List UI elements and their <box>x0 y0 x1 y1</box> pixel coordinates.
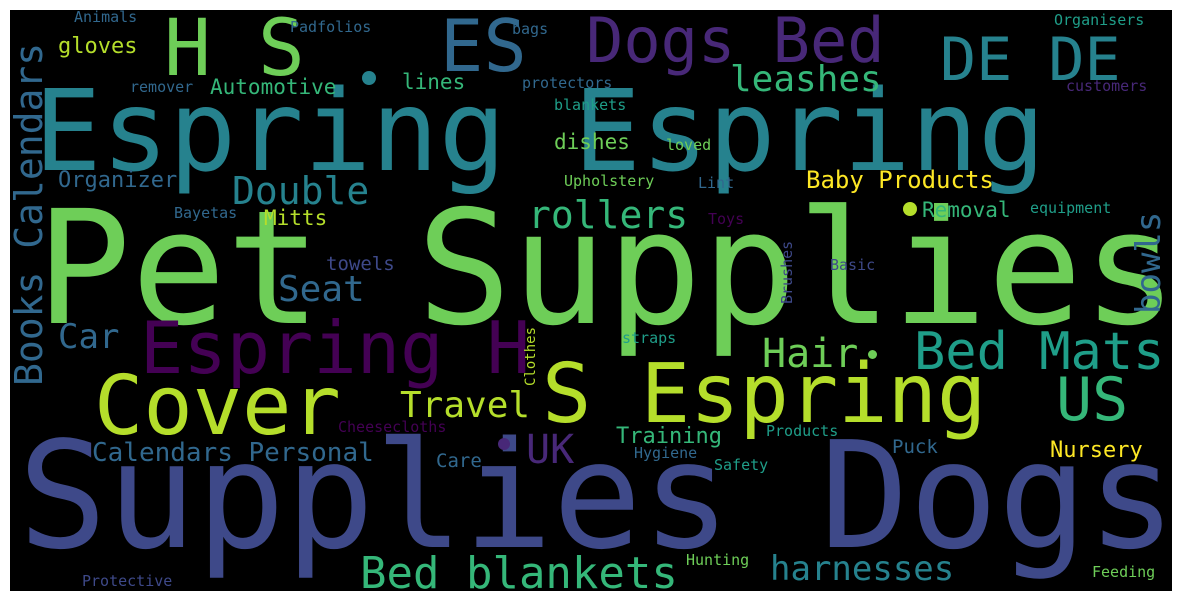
dot-mark <box>903 202 917 216</box>
word-baby-products: Baby Products <box>806 166 994 194</box>
word-bed-blankets: Bed blankets <box>360 548 678 592</box>
word-basic: Basic <box>830 256 876 274</box>
word-equipment: equipment <box>1030 199 1112 217</box>
word-organizer: Organizer <box>58 168 178 193</box>
word-s-espring: S Espring <box>542 347 987 442</box>
word-hunting: Hunting <box>686 551 750 569</box>
word-bed-mats: Bed Mats <box>914 322 1165 382</box>
word-mitts: Mitts <box>264 206 328 230</box>
word-safety: Safety <box>714 456 769 474</box>
word-hair: Hair <box>762 331 859 377</box>
word-de-de: DE DE <box>940 25 1121 95</box>
word-puck: Puck <box>892 436 938 458</box>
word-double: Double <box>232 169 370 213</box>
word-us: US <box>1056 365 1129 435</box>
word-training: Training <box>616 424 722 449</box>
word-protective: Protective <box>82 572 173 590</box>
word-lint: Lint <box>698 174 735 192</box>
word-espring-espring: Espring Espring <box>34 67 1046 197</box>
word-clothes: Clothes <box>523 326 539 386</box>
word-harnesses: harnesses <box>770 549 955 589</box>
word-es: ES <box>440 10 527 88</box>
word-care: Care <box>436 450 482 472</box>
word-feeding: Feeding <box>1092 563 1156 581</box>
word-bayetas: Bayetas <box>174 204 238 222</box>
dot-mark <box>868 350 877 359</box>
word-removal: Removal <box>922 198 1011 222</box>
word-remover: remover <box>130 78 194 96</box>
word-car: Car <box>58 317 120 357</box>
word-upholstery: Upholstery <box>564 172 655 190</box>
word-gloves: gloves <box>58 34 138 59</box>
word-dogs-bed: Dogs Bed <box>586 10 885 77</box>
word-cheesecloths: Cheesecloths <box>338 418 447 436</box>
dot-mark <box>362 71 376 85</box>
word-blankets: blankets <box>554 96 627 114</box>
word-calendars-personal: Calendars Personal <box>92 438 374 468</box>
word-books-calendars: Books Calendars <box>10 42 51 386</box>
word-organisers: Organisers <box>1054 11 1145 29</box>
word-cover: Cover <box>94 359 341 454</box>
word-bags: bags <box>512 20 549 38</box>
word-espring-h: Espring H <box>140 306 531 390</box>
word-protectors: protectors <box>522 74 613 92</box>
word-customers: customers <box>1066 77 1148 95</box>
word-uk: UK <box>526 427 575 473</box>
word-padfolios: Padfolios <box>290 18 372 36</box>
word-cloud-canvas: Pet Supplies Supplies Dogs Espring Espri… <box>10 10 1172 591</box>
word-supplies-dogs: Supplies Dogs <box>18 410 1172 582</box>
word-bowls: bowls <box>1129 211 1169 314</box>
word-products: Products <box>766 422 839 440</box>
word-travel: Travel <box>400 385 531 426</box>
dot-mark <box>498 438 510 450</box>
word-hygiene: Hygiene <box>634 444 698 462</box>
word-straps: straps <box>622 329 677 347</box>
word-loved: loved <box>666 136 712 154</box>
word-h-s: H S <box>164 10 305 94</box>
word-nursery: Nursery <box>1050 438 1143 463</box>
word-dishes: dishes <box>554 130 630 154</box>
word-toys: Toys <box>708 210 745 228</box>
word-lines: lines <box>402 70 466 94</box>
word-automotive: Automotive <box>210 75 337 99</box>
word-brushes: Brushes <box>778 240 796 304</box>
word-animals: Animals <box>74 10 138 26</box>
word-towels: towels <box>326 253 395 275</box>
word-rollers: rollers <box>528 193 689 237</box>
word-seat: Seat <box>278 269 365 310</box>
word-pet-supplies: Pet Supplies <box>36 177 1172 361</box>
word-leashes: leashes <box>730 59 882 100</box>
